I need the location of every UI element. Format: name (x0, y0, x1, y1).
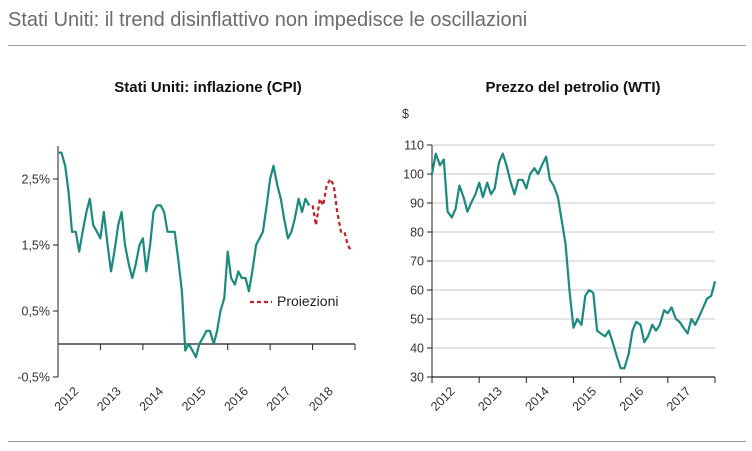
cpi-x-tick-label: 2017 (264, 384, 294, 414)
footer-divider (8, 441, 746, 442)
cpi-y-tick-label: 2,5% (22, 173, 51, 187)
cpi-x-tick-label: 2015 (179, 384, 209, 414)
cpi-x-tick-label: 2012 (52, 384, 82, 414)
cpi-x-tick-label: 2018 (306, 384, 336, 414)
cpi-x-tick-label: 2013 (94, 384, 124, 414)
title-divider (8, 45, 746, 46)
legend-projection-label: Proiezioni (277, 293, 338, 309)
cpi-y-tick-label: 0,5% (22, 305, 51, 319)
page-title: Stati Uniti: il trend disinflattivo non … (8, 9, 528, 31)
cpi-legend: Proiezioni (250, 293, 338, 309)
cpi-x-tick-label: 2016 (221, 384, 251, 414)
cpi-projection-line (311, 177, 353, 253)
cpi-y-tick-label: -0,5% (17, 371, 50, 385)
cpi-x-tick-label: 2014 (137, 384, 167, 414)
cpi-actual-line (58, 151, 311, 359)
cpi-chart-title: Stati Uniti: inflazione (CPI) (114, 79, 302, 96)
cpi-y-tick-label: 1,5% (22, 239, 51, 253)
